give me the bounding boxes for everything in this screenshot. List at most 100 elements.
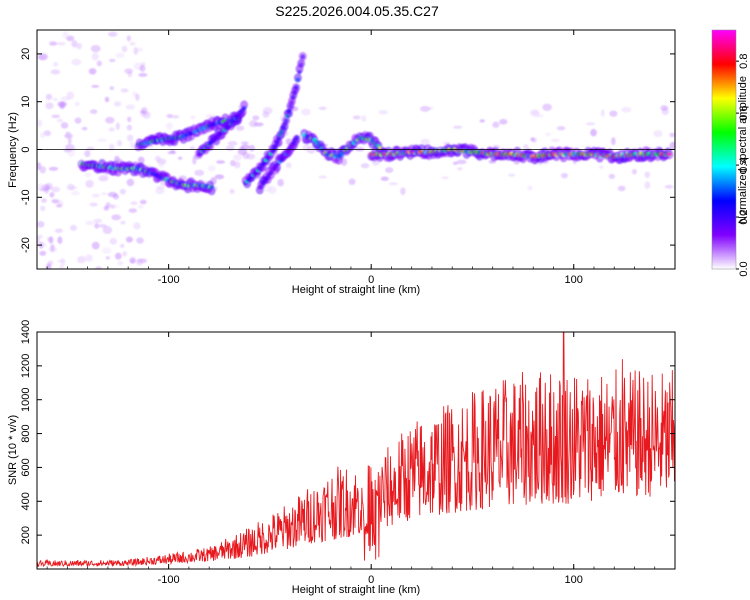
spectrogram-cell xyxy=(66,183,75,191)
spectrogram-cell xyxy=(233,154,242,161)
spectrogram-cell xyxy=(96,60,102,67)
spectrogram-cell xyxy=(154,155,161,162)
spectrogram-cell xyxy=(214,174,225,180)
spectrogram-cell xyxy=(135,93,140,101)
spectrogram-cell xyxy=(67,137,72,145)
spectrogram-cell xyxy=(609,110,618,117)
spectrogram-cell xyxy=(37,119,43,128)
colorbar-tick-label: 0.8 xyxy=(738,54,750,69)
spectrogram-cell xyxy=(51,186,60,193)
spectrogram-cell xyxy=(590,128,597,137)
snr-series xyxy=(37,332,675,568)
spectrogram-cell xyxy=(39,250,47,256)
spectrogram-cell xyxy=(115,122,120,131)
spectrogram-cell xyxy=(56,41,66,46)
spectrogram-cell xyxy=(225,145,235,151)
spectrogram-cell xyxy=(617,185,626,192)
spectrogram-cell xyxy=(135,258,144,266)
spectrogram-cell xyxy=(241,141,249,145)
spectrogram-cell xyxy=(40,132,45,139)
spectrogram-cell xyxy=(116,139,123,147)
snr-xtick-label: 100 xyxy=(565,574,583,586)
spectrogram-cell xyxy=(133,46,138,55)
snr-plot-area xyxy=(37,332,675,569)
spectrogram-cell xyxy=(318,175,327,179)
spectrogram-cell xyxy=(137,205,144,209)
spectrogram-cell xyxy=(85,220,95,226)
spectrogram-cell xyxy=(294,85,299,90)
spectrogram-cell xyxy=(644,171,650,179)
spectrogram-cell xyxy=(230,159,236,167)
spectrogram-cell xyxy=(127,116,132,123)
spectrogram-cell xyxy=(129,141,135,149)
spectrogram-cell xyxy=(109,204,116,209)
spectrogram-cell xyxy=(95,266,102,269)
spectrogram-cell xyxy=(348,178,356,186)
spectrogram-cell xyxy=(129,256,137,264)
spectrogram-cell xyxy=(295,77,301,82)
spectrogram-cell xyxy=(59,264,64,269)
spectrogram-cell xyxy=(55,203,63,208)
snr-xtick-label: 0 xyxy=(368,574,374,586)
spectrogram-cell xyxy=(664,184,674,189)
spectrogram-cell xyxy=(556,126,566,131)
snr-frame xyxy=(36,331,676,570)
spectrogram-cell xyxy=(105,116,115,124)
spectrogram-cell xyxy=(40,205,46,212)
spectrogram-cell xyxy=(441,176,449,180)
spectrogram-cell xyxy=(544,132,551,137)
spectrogram-cell xyxy=(122,251,127,257)
spectrogram-cell xyxy=(126,35,131,42)
spectrogram-cell xyxy=(294,135,299,140)
spectrogram-cell xyxy=(192,156,197,165)
spectrogram-cell xyxy=(121,45,128,53)
spectrogram-cell xyxy=(120,220,126,225)
spectrogram-cell xyxy=(43,130,52,137)
spectrogram-cell xyxy=(240,100,249,110)
snr-ytick-label: 400 xyxy=(20,492,32,510)
spectrogram-cell xyxy=(550,138,560,143)
spectrogram-cell xyxy=(170,149,176,154)
spectrogram-cell xyxy=(108,127,115,132)
snr-ytick-label: 800 xyxy=(20,424,32,442)
spectrogram-cell xyxy=(90,109,98,114)
spectrogram-cell xyxy=(262,111,270,118)
spectrogram-cell xyxy=(492,121,500,128)
spectrogram-cell xyxy=(49,41,58,46)
spectrogram-cell xyxy=(41,243,47,247)
spectrogram-cell xyxy=(216,160,226,164)
spectrogram-cell xyxy=(138,72,148,78)
spectrogram-cell xyxy=(139,65,146,72)
spectrogram-cell xyxy=(91,241,100,250)
spectrogram-cell xyxy=(52,61,59,67)
spectrogram-cell xyxy=(111,214,122,221)
spectrogram-cell xyxy=(598,165,604,169)
spectrogram-cell xyxy=(420,138,431,145)
spectrogram-cell xyxy=(361,115,367,122)
spectrogram-cell xyxy=(245,153,256,160)
spectrogram-cell xyxy=(177,156,183,160)
spectrogram-cell xyxy=(420,105,431,112)
spectrogram-ytick-label: 20 xyxy=(20,48,32,60)
spectrogram-cell xyxy=(237,147,247,156)
spectrogram-cell xyxy=(57,259,66,263)
colorbar-tick-label: 0.6 xyxy=(738,105,750,120)
spectrogram-cell xyxy=(165,122,173,130)
spectrogram-cell xyxy=(125,236,133,243)
spectrogram-cell xyxy=(74,117,82,124)
spectrogram-cell xyxy=(100,191,108,196)
spectrogram-cell xyxy=(139,199,147,205)
spectrogram-cell xyxy=(90,44,101,53)
spectrogram-cell xyxy=(88,68,97,75)
spectrogram-cell xyxy=(527,185,533,191)
spectrogram-cell xyxy=(126,124,133,131)
figure-title: S225.2026.004.05.35.C27 xyxy=(275,3,439,19)
snr-ytick-label: 1200 xyxy=(20,354,32,378)
spectrogram-cell xyxy=(530,137,535,142)
spectrogram-cell xyxy=(137,156,145,165)
spectrogram-cell xyxy=(190,115,196,119)
spectrogram-cell xyxy=(249,120,258,128)
spectrogram-cell xyxy=(117,261,124,266)
spectrogram-cell xyxy=(535,114,544,118)
spectrogram-cell xyxy=(124,68,133,74)
